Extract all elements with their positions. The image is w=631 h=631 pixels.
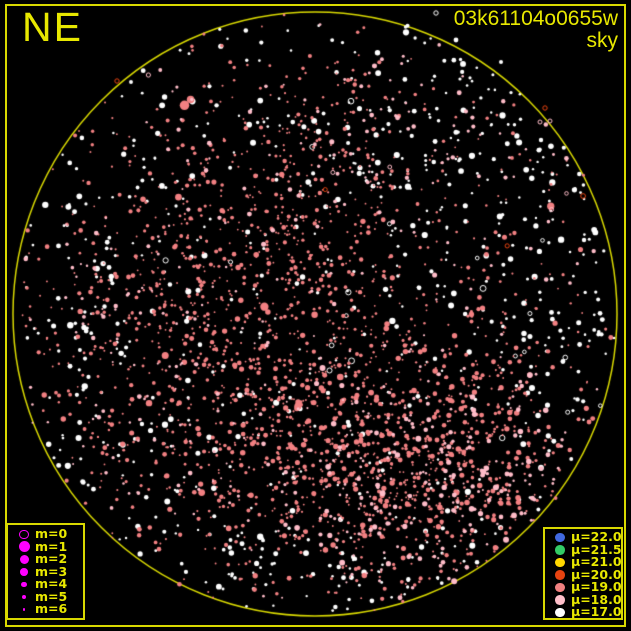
legend-row: m=2 [13,551,83,566]
legend-label: μ=22.0 [571,529,622,544]
legend-label: m=3 [35,563,68,579]
magnitude-symbol [13,554,35,564]
mu-symbol [549,545,571,555]
legend-label: μ=20.0 [571,566,622,582]
legend-row: μ=19.0 [549,579,622,594]
legend-row: m=5 [13,588,83,604]
legend-row: m=0 [13,526,83,541]
legend-row: μ=18.0 [549,591,622,607]
legend-label: μ=17.0 [571,604,622,619]
legend-label: m=6 [35,601,68,616]
magnitude-symbol [13,581,35,587]
legend-label: μ=21.0 [571,554,622,569]
legend-row: μ=22.0 [549,529,622,544]
legend-label: μ=21.5 [571,541,622,557]
legend-label: m=0 [35,526,68,541]
legend-row: m=4 [13,576,83,591]
mu-symbol [549,582,571,592]
legend-label: m=1 [35,538,68,554]
legend-row: μ=21.0 [549,554,622,569]
magnitude-symbol [13,608,35,611]
orientation-label: NE [22,4,83,50]
mu-symbol [549,570,571,580]
mu-symbol [549,607,571,617]
legend-row: μ=17.0 [549,604,622,619]
legend-label: m=4 [35,576,68,591]
legend-row: m=3 [13,563,83,579]
legend-label: m=2 [35,551,68,566]
legend-row: μ=20.0 [549,566,622,582]
magnitude-symbol [13,594,35,599]
legend-label: m=5 [35,588,68,604]
legend-row: m=6 [13,601,83,616]
legend-label: μ=19.0 [571,579,622,594]
mu-symbol [549,557,571,567]
mu-symbol [549,595,571,605]
magnitude-symbol [13,541,35,553]
plot-subtitle: sky [586,29,619,52]
magnitude-legend: m=0 m=1 m=2 m=3 m=4 m=5 m=6 [6,523,85,620]
legend-row: m=1 [13,538,83,554]
legend-label: μ=18.0 [571,591,622,607]
mu-legend: μ=22.0 μ=21.5 μ=21.0 μ=20.0 μ=19.0 μ=18.0 μ=17… [543,527,623,620]
mu-symbol [549,532,571,542]
plot-title: 03k61104o0655w [453,7,618,30]
legend-row: μ=21.5 [549,541,622,557]
magnitude-symbol [13,529,35,539]
magnitude-symbol [13,568,35,576]
